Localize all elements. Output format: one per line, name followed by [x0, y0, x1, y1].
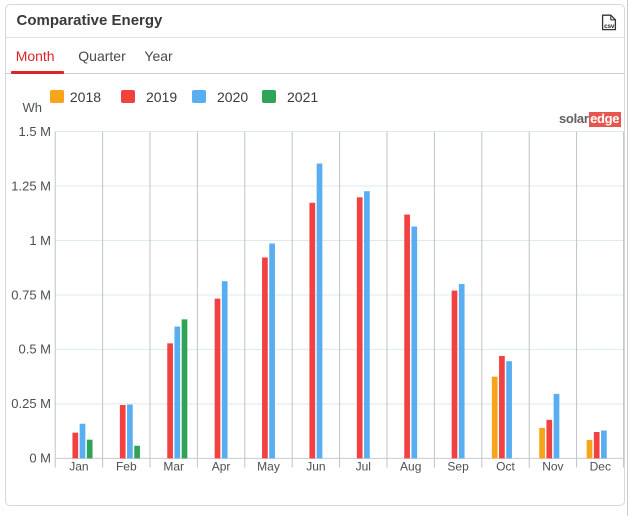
svg-text:csv: csv [604, 23, 615, 30]
svg-text:Oct: Oct [496, 459, 515, 473]
svg-text:Jul: Jul [356, 459, 371, 473]
svg-text:0.75 M: 0.75 M [11, 287, 51, 302]
svg-text:Apr: Apr [212, 459, 231, 473]
svg-text:May: May [257, 459, 280, 473]
svg-text:Jun: Jun [306, 459, 325, 473]
svg-text:Aug: Aug [400, 459, 421, 473]
svg-text:Nov: Nov [542, 459, 563, 473]
svg-text:1.25 M: 1.25 M [11, 178, 51, 193]
svg-text:1 M: 1 M [29, 233, 51, 248]
svg-text:Mar: Mar [163, 459, 184, 473]
svg-text:0 M: 0 M [29, 451, 51, 466]
svg-text:Feb: Feb [116, 459, 137, 473]
svg-text:0.25 M: 0.25 M [11, 396, 51, 411]
svg-text:1.5 M: 1.5 M [18, 124, 51, 139]
svg-text:Jan: Jan [69, 459, 88, 473]
svg-text:Dec: Dec [590, 459, 611, 473]
svg-text:0.5 M: 0.5 M [18, 342, 51, 357]
svg-text:Wh: Wh [23, 100, 43, 115]
svg-text:Sep: Sep [447, 459, 469, 473]
